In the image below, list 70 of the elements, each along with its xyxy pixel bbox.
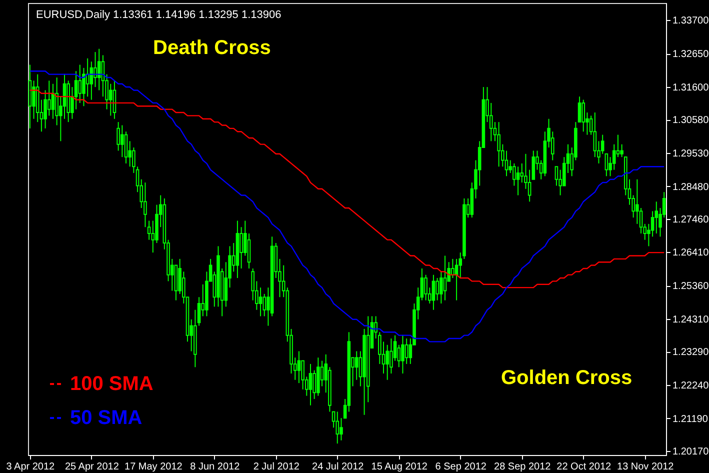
legend-label: 50 SMA [70,407,142,429]
candlestick [336,411,340,444]
y-tick-label: 1.20170 [672,446,709,458]
y-tick-label: 1.30580 [672,115,709,126]
x-tick-label: 13 Nov 2012 [617,462,674,472]
candlestick [120,124,124,158]
candlestick [639,207,643,234]
x-tick-label: 24 Jul 2012 [312,462,364,472]
candlestick [32,80,36,120]
x-tick-label: 25 Apr 2012 [64,462,120,472]
candlestick [432,274,436,310]
candlestick [443,255,447,301]
y-tick-label: 1.21190 [672,414,708,425]
candlestick [386,344,390,380]
candlestick [247,232,251,269]
candlestick [108,83,112,116]
y-tick-label: 1.28480 [672,182,709,193]
annotation: Golden Cross [501,367,632,389]
candlestick [528,169,532,202]
candlestick [436,278,439,301]
candlestick [600,134,604,154]
x-tick-label: 3 Apr 2012 [6,462,56,472]
y-tick-label: 1.29530 [672,148,709,160]
candlestick [240,226,243,269]
candlestick [504,150,508,177]
candlestick [497,122,500,168]
candlestick [124,131,128,164]
candlestick [604,153,608,177]
candlestick [94,52,97,88]
text: EURUSD,Daily 1.13361 1.14196 1.13295 1.13906 [36,9,282,21]
candlestick [578,96,582,123]
candlestick [308,363,312,406]
y-tick-label: 1.22240 [672,380,709,392]
candlestick [404,338,408,364]
y-tick-label: 1.26410 [672,248,709,259]
x-tick-label: 22 Oct 2012 [556,462,612,472]
candlestick [516,166,520,196]
x-tick-label: 2 Jul 2012 [253,462,300,472]
candlestick [144,182,147,228]
candlestick [582,99,586,132]
y-tick-label: 1.23290 [672,347,709,358]
candlestick [532,150,536,180]
x-tick-label: 17 May 2012 [124,462,183,472]
legend-label: 100 SMA [70,373,154,395]
candlestick [451,258,454,279]
candlestick [74,70,78,110]
y-tick-label: 1.27460 [672,214,709,226]
x-tick-label: 28 Sep 2012 [494,462,552,472]
candlestick [340,418,343,441]
x-tick-label: 6 Sep 2012 [435,462,487,472]
candlestick [147,220,151,240]
candlestick [354,350,358,380]
annotation: Death Cross [153,37,271,59]
candlestick [424,274,428,301]
candlestick [401,334,404,374]
x-tick-label: 8 Jun 2012 [190,462,240,472]
candlestick [97,48,101,91]
candlestick [650,210,654,238]
y-tick-label: 1.24310 [672,314,709,326]
candlestick [654,201,658,234]
candlestick [554,166,558,186]
candlestick [47,80,51,116]
x-tick-label: 15 Aug 2012 [371,462,428,472]
candlestick [258,287,262,317]
y-tick-label: 1.32650 [672,49,709,60]
candlestick [297,350,301,384]
y-tick-label: 1.31600 [672,82,709,94]
y-tick-label: 1.33700 [672,16,709,27]
candlestick [78,64,82,104]
y-tick-label: 1.25360 [672,281,709,292]
